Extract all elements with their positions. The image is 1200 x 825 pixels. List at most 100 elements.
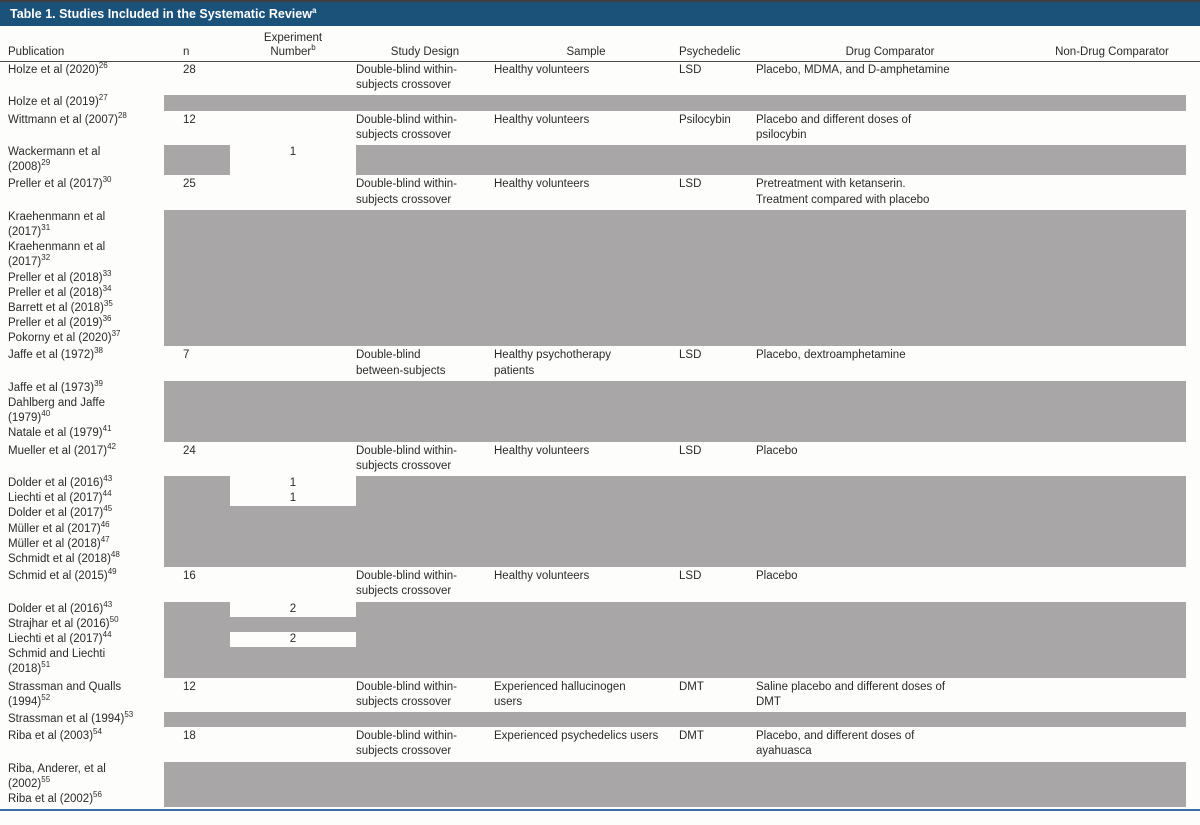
study-design-cell: Double-blind within- subjects crossover: [356, 444, 457, 472]
table-row: Jaffe et al (1972)38 7 Double-blind betwee…: [0, 347, 1200, 379]
masked-row: Dolder et al (2016)43 1: [0, 474, 1200, 492]
reference-superscript: 35: [103, 299, 113, 309]
redaction-bar: [164, 601, 230, 617]
reference-superscript: 45: [103, 504, 113, 514]
reference-superscript: 43: [103, 599, 113, 609]
publication-cell: Riba et al (2002)56: [8, 790, 102, 805]
redaction-bar: [164, 476, 230, 492]
column-header-n: n: [183, 45, 190, 58]
reference-superscript: 44: [102, 489, 112, 499]
experiment-number-cell: [230, 348, 356, 378]
publication-cell: Dahlberg and Jaffe: [8, 397, 105, 410]
psychedelic-cell: LSD: [679, 444, 702, 457]
masked-row: (2017)32: [0, 253, 1200, 271]
column-header-psychedelic: Psychedelic: [679, 45, 741, 58]
masked-block: Wackermann et al 1 (2008)29: [0, 144, 1200, 176]
reference-superscript: 40: [41, 409, 51, 419]
reference-superscript: 41: [102, 424, 112, 434]
experiment-number-window: 1: [230, 491, 356, 507]
study-design-cell: Double-blind within- subjects crossover: [356, 64, 457, 92]
redaction-bar: [164, 240, 1186, 256]
publication-cell: Riba, Anderer, et al: [8, 762, 106, 775]
non-drug-comparator-cell: [1024, 63, 1200, 93]
publication-cell: Natale et al (1979)41: [8, 424, 112, 440]
redaction-bar: [164, 285, 1186, 301]
reference-superscript: 52: [41, 692, 51, 702]
publication-cell: Schmid and Liechti: [8, 648, 106, 661]
publication-cell: Pokorny et al (2020)37: [8, 329, 121, 345]
experiment-number-cell: [230, 444, 356, 474]
redaction-bar: [164, 761, 1186, 777]
masked-row: Preller et al (2018)33: [0, 268, 1200, 286]
redaction-bar: [164, 491, 230, 507]
redaction-bar: [356, 631, 1186, 648]
experiment-number-cell: [230, 63, 356, 93]
reference-superscript: 33: [102, 268, 112, 278]
masked-row: Kraehenmann et al: [0, 209, 1200, 225]
redaction-bar: [164, 631, 230, 648]
masked-row: Natale et al (1979)41: [0, 424, 1200, 442]
masked-block: Strassman et al (1994)53: [0, 711, 1200, 728]
masked-row: Liechti et al (2017)44 2: [0, 631, 1200, 648]
reference-superscript: 29: [41, 158, 51, 168]
reference-superscript: 32: [41, 253, 51, 263]
n-cell: 12: [183, 680, 196, 693]
table-row: Strassman and Qualls (1994)52 12 Double-bl…: [0, 679, 1200, 711]
experiment-number-window: 1: [230, 145, 356, 161]
non-drug-comparator-cell: [1024, 569, 1200, 599]
publication-cell: Müller et al (2018)47: [8, 534, 110, 550]
publication-cell: Jaffe et al (1973)39: [8, 379, 103, 394]
sample-cell: Healthy volunteers: [494, 444, 590, 457]
masked-row: Dolder et al (2016)43 2: [0, 599, 1200, 617]
redaction-bar: [164, 300, 1186, 317]
study-design-cell: Double-blind within- subjects crossover: [356, 680, 457, 708]
drug-comparator-cell: Placebo, and different doses of ayahuasc…: [756, 730, 915, 758]
publication-cell: Kraehenmann et al: [8, 210, 106, 223]
psychedelic-cell: LSD: [679, 64, 702, 76]
redaction-bar: [164, 411, 1186, 427]
column-header-sample: Sample: [566, 45, 606, 58]
reference-superscript: 38: [94, 346, 103, 356]
masked-block: Jaffe et al (1973)39 Dahlberg and Jaffe (1…: [0, 380, 1200, 443]
publication-cell: Mueller et al (2017)42: [8, 441, 116, 457]
publication-cell: Preller et al (2018)33: [8, 268, 112, 284]
reference-superscript: 28: [117, 110, 127, 120]
table-row: Riba et al (2003)54 18 Double-blind within…: [0, 728, 1200, 760]
masked-row: Dolder et al (2017)45: [0, 504, 1200, 522]
experiment-number-cell: [230, 569, 356, 599]
masked-row: Dahlberg and Jaffe: [0, 396, 1200, 412]
redaction-bar: [164, 536, 1186, 552]
masked-row: Schmidt et al (2018)48: [0, 551, 1200, 568]
publication-cell: Strassman et al (1994)53: [8, 710, 134, 725]
publication-cell: (2008)29: [8, 158, 51, 174]
experiment-number-window: 1: [230, 476, 356, 492]
sample-cell: Healthy volunteers: [494, 64, 590, 76]
publication-cell: Preller et al (2019)36: [8, 314, 112, 330]
table-row: Holze et al (2020)26 28 Double-blind withi…: [0, 62, 1200, 94]
reference-superscript: 53: [124, 710, 134, 720]
n-cell: 24: [183, 444, 196, 457]
non-drug-comparator-cell: [1024, 113, 1200, 143]
masked-row: (1979)40: [0, 409, 1200, 427]
non-drug-comparator-cell: [1024, 177, 1200, 207]
table-row: Mueller et al (2017)42 24 Double-blind wit…: [0, 441, 1200, 475]
reference-superscript: 26: [98, 61, 108, 71]
redaction-bar: [164, 616, 1186, 632]
n-cell: 7: [183, 349, 190, 362]
redaction-bar: [164, 145, 230, 161]
sample-cell: Healthy psychotherapy patients: [494, 349, 611, 377]
psychedelic-cell: Psilocybin: [679, 113, 731, 126]
redaction-bar: [164, 224, 1186, 241]
masked-row: (2018)51: [0, 660, 1200, 678]
publication-cell: (2018)51: [8, 660, 51, 676]
drug-comparator-cell: Placebo, MDMA, and D-amphetamine: [756, 64, 950, 76]
redaction-bar: [164, 331, 1186, 347]
publication-cell: Dolder et al (2016)43: [8, 474, 113, 490]
redaction-bar: [164, 95, 1186, 111]
column-header-publication: Publication: [8, 45, 65, 58]
non-drug-comparator-cell: [1024, 680, 1200, 710]
redaction-bar: [164, 426, 1186, 442]
reference-superscript: 37: [111, 329, 121, 339]
table-top-rule: [0, 0, 1200, 2]
